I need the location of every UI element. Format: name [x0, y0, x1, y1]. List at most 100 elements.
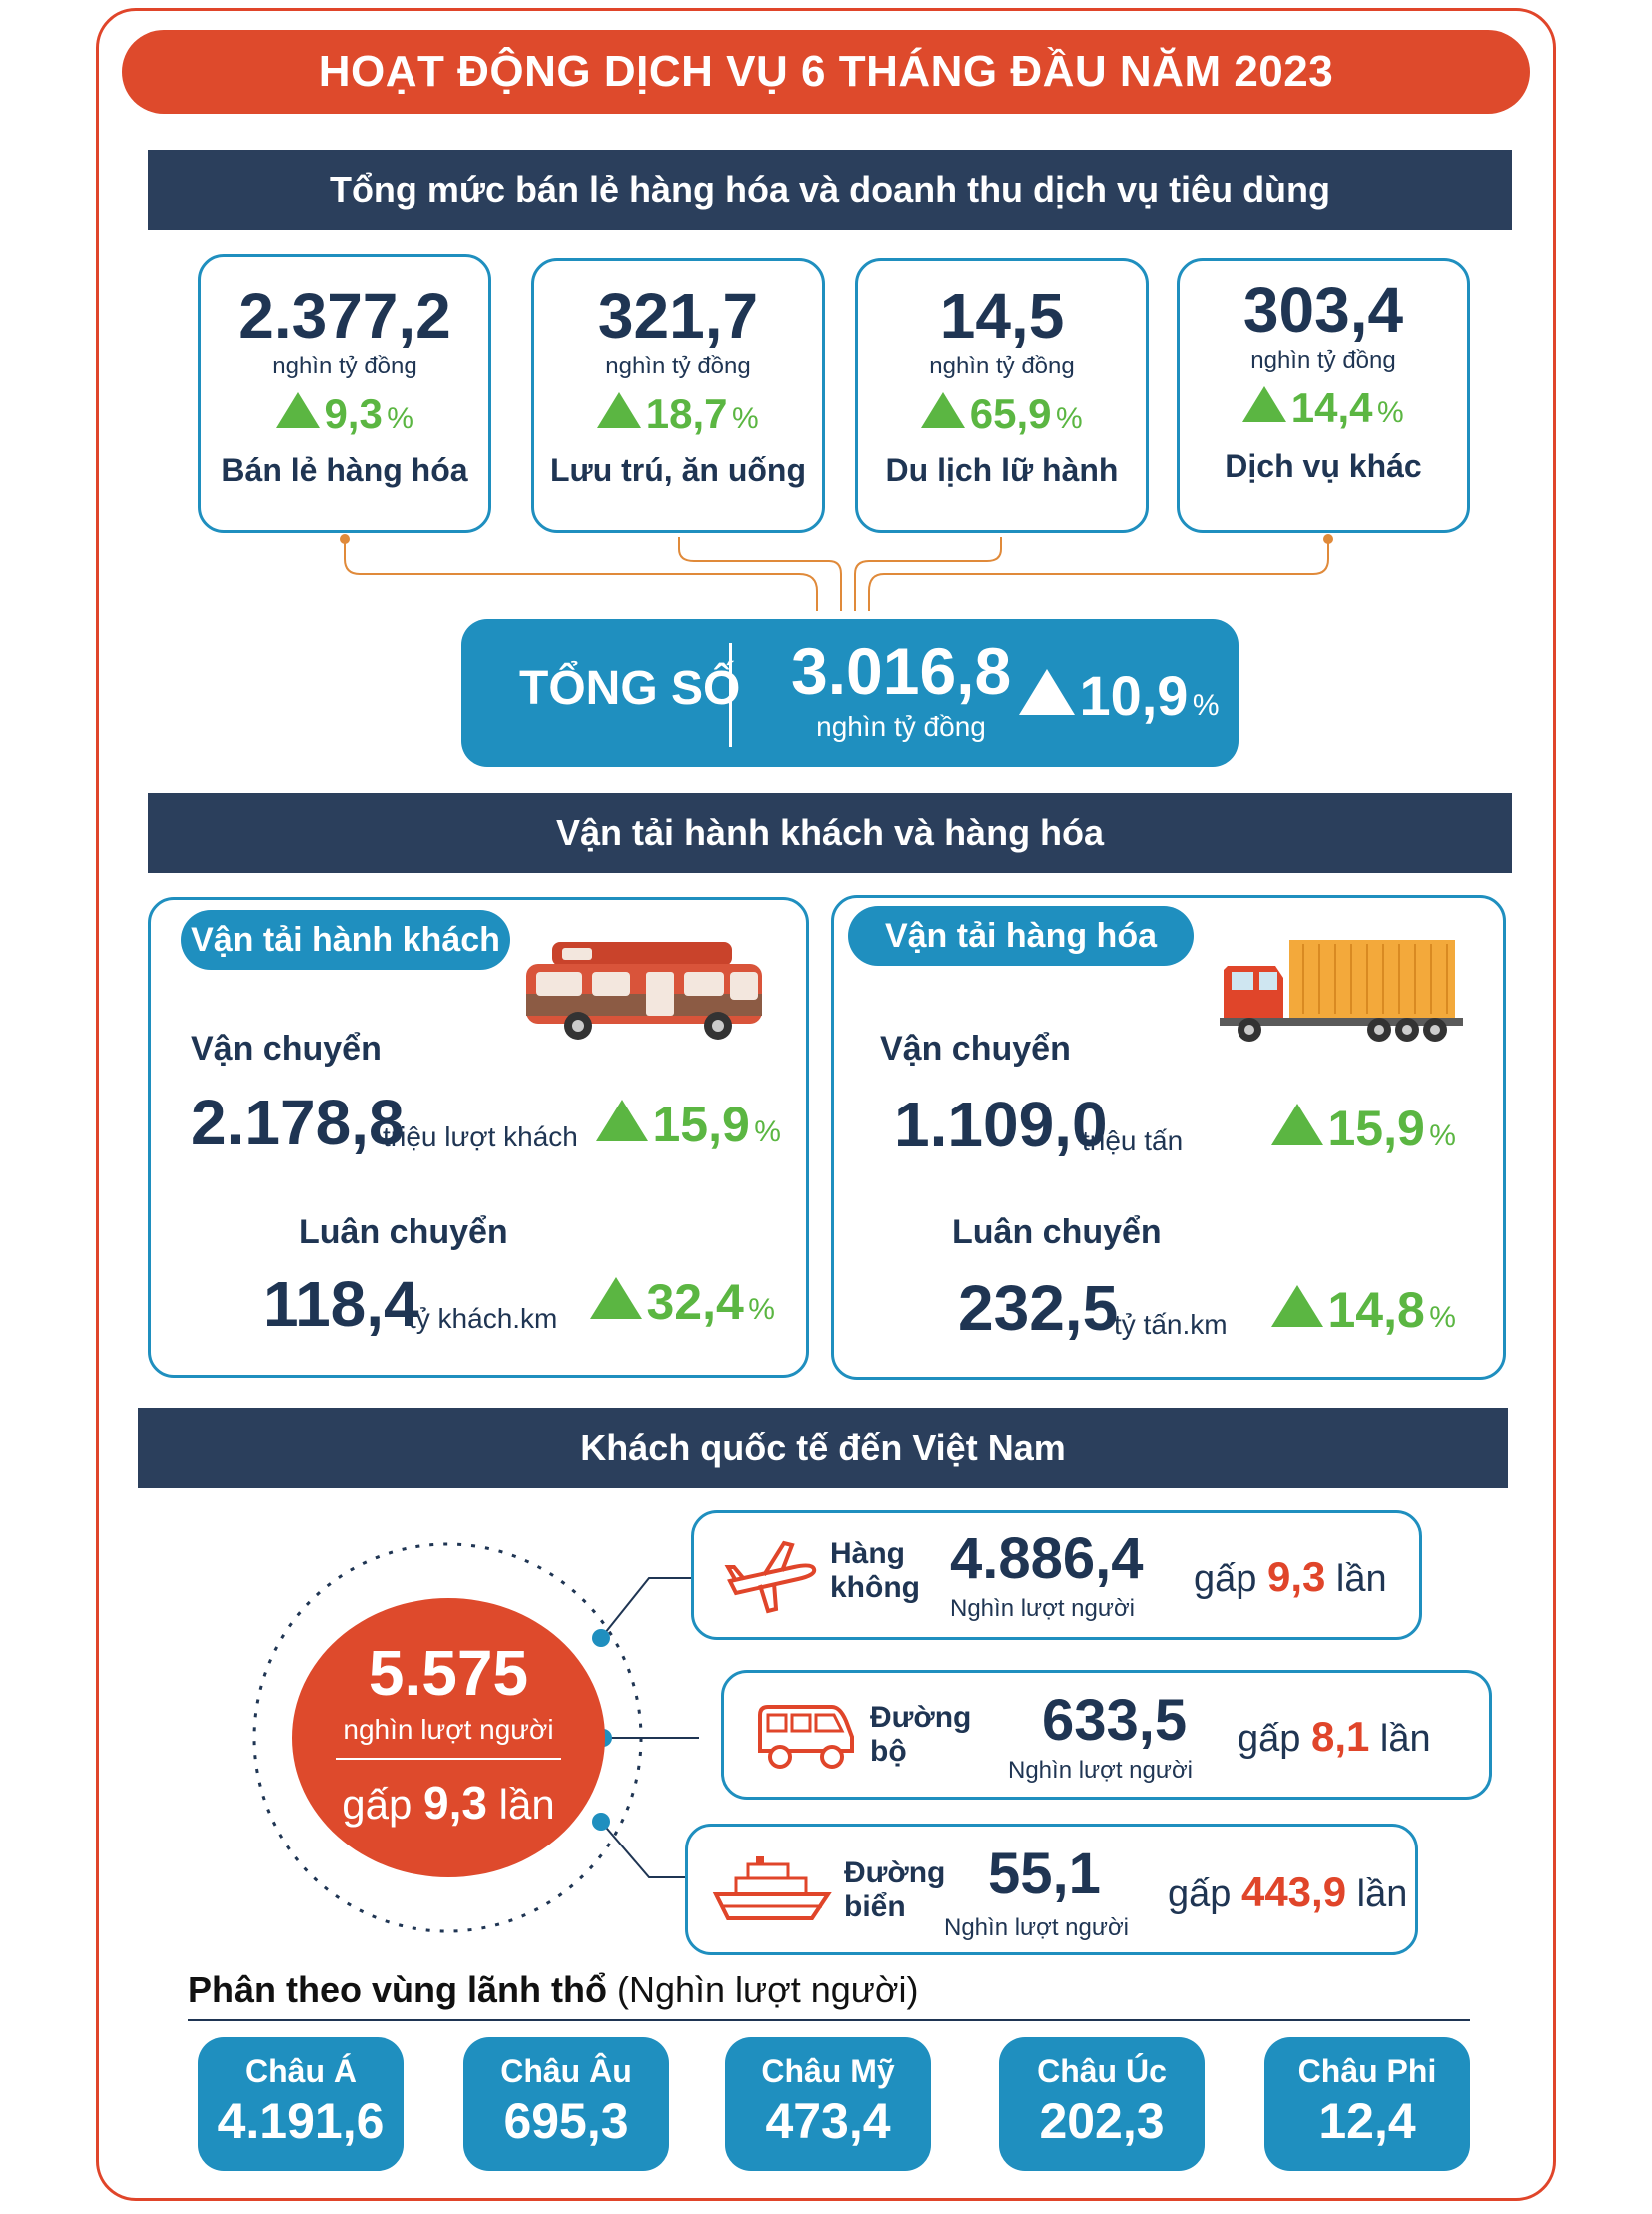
- passenger-rotate-value: 118,4: [263, 1268, 419, 1340]
- growth-value: 18,7: [645, 390, 728, 437]
- total-growth: 10,9 %: [1019, 663, 1220, 728]
- retail-unit: nghìn tỷ đồng: [1250, 347, 1396, 373]
- passenger-title: Vận tải hành khách: [181, 910, 510, 970]
- pct-sign: %: [1055, 402, 1083, 435]
- mode-value: 4.886,4: [950, 1526, 1144, 1591]
- up-triangle-icon: [1242, 386, 1287, 422]
- mode-name: Đường bộ: [870, 1701, 971, 1769]
- growth-value: 9,3: [324, 390, 383, 437]
- region-value: 473,4: [765, 2093, 891, 2149]
- truck-icon: [1220, 940, 1463, 1042]
- pct-sign: %: [1429, 1301, 1456, 1334]
- retail-growth: 9,3 %: [201, 390, 488, 438]
- retail-label: Bán lẻ hàng hóa: [221, 452, 468, 488]
- pct-sign: %: [731, 402, 759, 435]
- pct-sign: %: [1192, 689, 1220, 722]
- total-box: TỔNG SỐ 3.016,8 nghìn tỷ đồng 10,9 %: [461, 619, 1239, 767]
- visitors-total-unit: nghìn lượt người: [343, 1714, 554, 1745]
- cargo-carry-growth: 15,9 %: [1271, 1100, 1456, 1157]
- page-frame: [96, 8, 1556, 2201]
- growth-value: 14,4: [1290, 384, 1373, 431]
- up-triangle-icon: [276, 392, 320, 428]
- region-america: Châu Mỹ 473,4: [725, 2037, 931, 2171]
- times-value: 9,3: [1266, 1553, 1326, 1600]
- retail-label: Dịch vụ khác: [1225, 448, 1422, 484]
- region-name: Châu Âu: [500, 2053, 632, 2089]
- passenger-rotate-growth: 32,4 %: [590, 1273, 775, 1331]
- region-europe: Châu Âu 695,3: [463, 2037, 669, 2171]
- mode-times: gấp 8,1 lần: [1238, 1713, 1431, 1761]
- total-unit: nghìn tỷ đồng: [816, 711, 986, 742]
- visitors-total-circle: 5.575 nghìn lượt người gấp 9,3 lần: [292, 1598, 605, 1877]
- retail-value: 2.377,2: [238, 280, 451, 352]
- times-value: 9,3: [423, 1777, 487, 1829]
- times-prefix: gấp: [1238, 1718, 1301, 1760]
- cargo-carry-value: 1.109,0: [894, 1089, 1108, 1160]
- retail-card-4: 303,4 nghìn tỷ đồng 14,4 % Dịch vụ khác: [1177, 258, 1470, 533]
- region-value: 695,3: [503, 2093, 629, 2149]
- retail-unit: nghìn tỷ đồng: [272, 353, 417, 379]
- times-suffix: lần: [1356, 1873, 1408, 1915]
- retail-card-3: 14,5 nghìn tỷ đồng 65,9 % Du lịch lữ hàn…: [855, 258, 1149, 533]
- pct-sign: %: [1376, 396, 1404, 429]
- mode-name-line-1: Đường: [870, 1701, 972, 1734]
- growth-value: 15,9: [652, 1097, 750, 1152]
- mode-value: 55,1: [988, 1842, 1101, 1906]
- region-name: Châu Úc: [1037, 2053, 1167, 2089]
- mode-name-line-2: bộ: [870, 1735, 907, 1768]
- mode-name-line-1: Hàng: [830, 1537, 905, 1570]
- mode-name-line-1: Đường: [844, 1856, 946, 1889]
- pct-sign: %: [748, 1293, 775, 1326]
- cargo-rotate-label: Luân chuyển: [952, 1213, 1162, 1251]
- passenger-card: Vận tải hành khách Vận chuyển 2.178,8 tr…: [148, 897, 809, 1378]
- times-prefix: gấp: [342, 1781, 413, 1828]
- times-suffix: lần: [1379, 1718, 1431, 1760]
- mode-card-sea: Đường biển 55,1 Nghìn lượt người gấp 443…: [685, 1824, 1418, 1955]
- retail-growth: 14,4 %: [1180, 384, 1467, 432]
- divider: [729, 643, 732, 747]
- mode-value: 633,5: [1042, 1688, 1188, 1753]
- mode-unit: Nghìn lượt người: [950, 1595, 1136, 1622]
- divider: [336, 1758, 561, 1760]
- retail-value: 303,4: [1242, 274, 1404, 346]
- cargo-rotate-value: 232,5: [958, 1272, 1119, 1344]
- visitors-total-times: gấp 9,3 lần: [292, 1776, 605, 1830]
- cargo-title: Vận tải hàng hóa: [848, 906, 1194, 966]
- region-name: Châu Mỹ: [761, 2053, 895, 2089]
- up-triangle-icon: [1271, 1285, 1323, 1327]
- bus-icon: [526, 942, 762, 1040]
- region-africa: Châu Phi 12,4: [1264, 2037, 1470, 2171]
- up-triangle-icon: [590, 1277, 642, 1319]
- up-triangle-icon: [597, 392, 642, 428]
- cargo-rotate-growth: 14,8 %: [1271, 1281, 1456, 1339]
- region-value: 12,4: [1318, 2093, 1416, 2149]
- passenger-carry-value: 2.178,8: [191, 1087, 405, 1158]
- passenger-carry-unit: triệu lượt khách: [383, 1121, 578, 1152]
- up-triangle-icon: [921, 392, 966, 428]
- region-name: Châu Phi: [1297, 2053, 1437, 2089]
- retail-unit: nghìn tỷ đồng: [929, 353, 1075, 379]
- mode-name: Đường biển: [844, 1856, 945, 1924]
- up-triangle-icon: [1271, 1104, 1323, 1145]
- pct-sign: %: [754, 1115, 781, 1148]
- times-suffix: lần: [498, 1781, 555, 1828]
- region-heading-rest: (Nghìn lượt người): [617, 1969, 919, 2010]
- region-value: 202,3: [1039, 2093, 1165, 2149]
- van-icon: [758, 1705, 854, 1769]
- growth-value: 10,9: [1079, 664, 1189, 727]
- retail-growth: 65,9 %: [858, 390, 1146, 438]
- mode-times: gấp 9,3 lần: [1194, 1553, 1387, 1601]
- growth-value: 15,9: [1327, 1101, 1425, 1156]
- pct-sign: %: [1429, 1119, 1456, 1152]
- mode-times: gấp 443,9 lần: [1168, 1868, 1407, 1916]
- retail-value: 321,7: [597, 280, 759, 352]
- transport-heading: Vận tải hành khách và hàng hóa: [148, 793, 1512, 873]
- airplane-icon: [724, 1540, 817, 1614]
- divider: [188, 2019, 1470, 2021]
- passenger-carry-label: Vận chuyển: [191, 1030, 382, 1068]
- retail-card-2: 321,7 nghìn tỷ đồng 18,7 % Lưu trú, ăn u…: [531, 258, 825, 533]
- times-prefix: gấp: [1194, 1558, 1257, 1600]
- retail-value: 14,5: [939, 280, 1065, 352]
- mode-unit: Nghìn lượt người: [944, 1914, 1130, 1941]
- retail-label: Du lịch lữ hành: [885, 452, 1119, 488]
